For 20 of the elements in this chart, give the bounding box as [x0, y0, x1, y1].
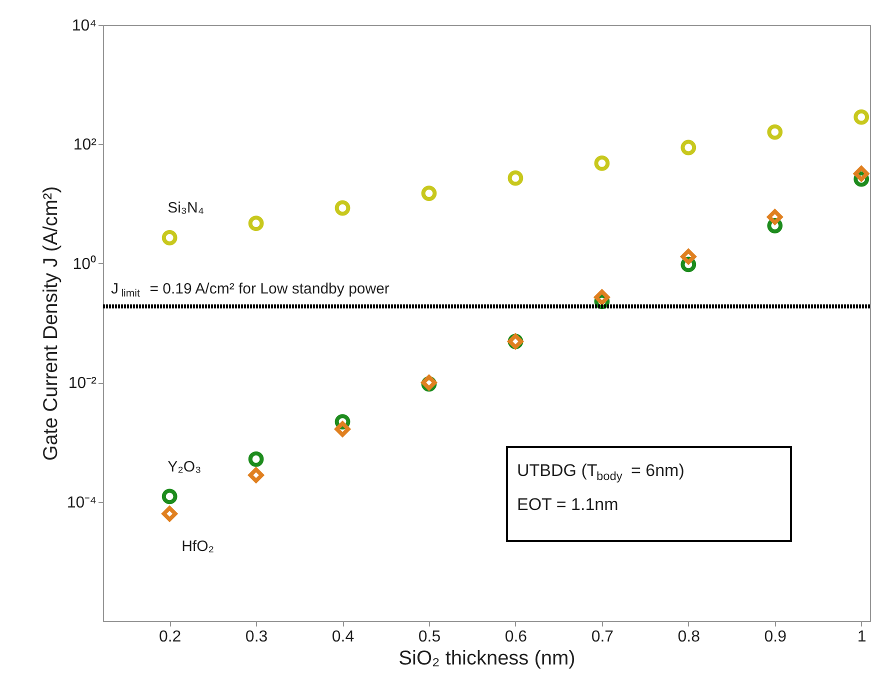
x-axis-title: SiO₂ thickness (nm) — [398, 648, 576, 670]
y-tick-label: 10² — [73, 136, 98, 154]
x-tick-label: 0.4 — [332, 628, 354, 646]
x-tick-label: 1 — [857, 628, 866, 646]
y-tick-label: 10⁴ — [72, 18, 97, 34]
y-tick-label: 10⁰ — [72, 254, 96, 273]
annotation: EOT = 1.1nm — [517, 495, 618, 514]
x-tick-label: 0.8 — [678, 628, 700, 646]
x-tick-label: 0.5 — [418, 628, 441, 646]
y-tick-label: 10⁻² — [68, 375, 98, 392]
y-axis-title: Gate Current Density J (A/cm²) — [40, 186, 62, 461]
x-tick-label: 0.2 — [158, 628, 182, 646]
series-label: Si₃N₄ — [168, 200, 204, 217]
x-tick-label: 0.9 — [764, 628, 787, 646]
x-tick-label: 0.3 — [245, 628, 268, 646]
y-tick-label: 10⁻⁴ — [66, 494, 97, 512]
series-label: HfO₂ — [182, 538, 214, 555]
x-tick-label: 0.7 — [591, 628, 614, 646]
series-label: Y₂O₃ — [168, 458, 202, 476]
x-tick-label: 0.6 — [504, 628, 528, 646]
